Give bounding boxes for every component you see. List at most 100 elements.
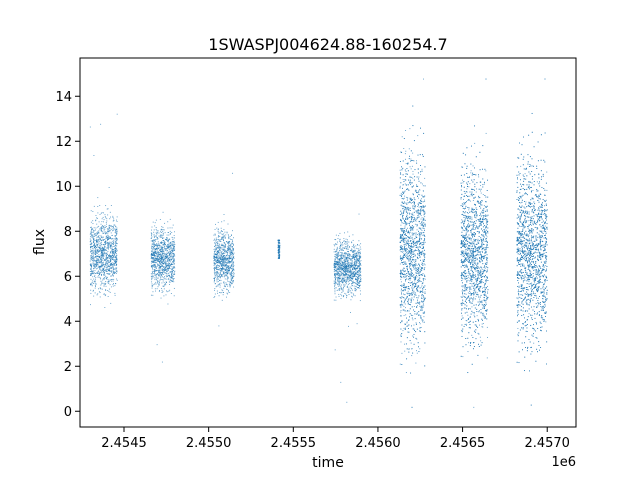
- data-point: [277, 246, 279, 248]
- data-point: [157, 244, 159, 246]
- data-point: [161, 260, 163, 262]
- data-point: [230, 261, 232, 263]
- data-point: [339, 274, 341, 276]
- data-point: [220, 230, 222, 232]
- data-point: [165, 255, 167, 257]
- data-point: [94, 264, 95, 266]
- data-point: [111, 275, 113, 277]
- data-point: [114, 260, 115, 262]
- data-point: [227, 293, 229, 295]
- data-point: [220, 263, 222, 265]
- data-point: [116, 216, 118, 218]
- data-point: [345, 273, 347, 275]
- data-point: [173, 231, 175, 233]
- data-point: [231, 252, 233, 254]
- data-point: [217, 281, 219, 283]
- data-point: [357, 264, 359, 266]
- data-point: [217, 253, 218, 255]
- data-point: [228, 262, 230, 263]
- data-point: [224, 250, 225, 252]
- data-point: [108, 261, 110, 263]
- data-point: [360, 271, 362, 273]
- data-point: [337, 284, 339, 286]
- data-point: [215, 247, 217, 248]
- data-point: [170, 271, 172, 273]
- data-point: [345, 246, 347, 248]
- data-point: [101, 252, 103, 254]
- data-point: [162, 241, 164, 243]
- season-points-5: [333, 213, 362, 403]
- data-point: [348, 289, 350, 291]
- data-point: [102, 264, 104, 265]
- data-point: [343, 265, 345, 267]
- data-point: [168, 259, 170, 261]
- data-point: [159, 263, 161, 265]
- data-point: [154, 222, 156, 224]
- data-point: [333, 251, 335, 253]
- data-point: [351, 288, 352, 290]
- data-point: [168, 277, 170, 279]
- data-point: [279, 255, 281, 256]
- data-point: [348, 291, 349, 293]
- data-point: [93, 295, 95, 297]
- data-point: [115, 283, 117, 285]
- data-point: [214, 293, 216, 295]
- data-point: [167, 269, 169, 271]
- data-point: [232, 258, 234, 260]
- data-point: [115, 278, 117, 280]
- data-point: [163, 260, 165, 262]
- data-point: [338, 252, 339, 254]
- data-point: [153, 258, 155, 260]
- data-point: [344, 276, 346, 278]
- data-point: [98, 268, 100, 270]
- data-point: [95, 233, 97, 235]
- data-point: [106, 247, 108, 249]
- data-point: [231, 246, 233, 248]
- data-point: [158, 258, 160, 260]
- data-point: [93, 244, 95, 246]
- data-point: [116, 238, 118, 239]
- data-point: [344, 270, 346, 272]
- data-point: [94, 256, 96, 258]
- data-point: [337, 277, 339, 279]
- data-point: [94, 245, 96, 246]
- data-point: [151, 253, 152, 255]
- data-point: [221, 274, 223, 276]
- data-point: [114, 235, 116, 236]
- data-point: [216, 256, 217, 257]
- data-point: [173, 247, 175, 249]
- data-point: [347, 251, 349, 253]
- data-point: [232, 281, 234, 283]
- data-point: [277, 250, 279, 252]
- data-point: [229, 251, 231, 253]
- data-point: [150, 262, 152, 264]
- data-point: [216, 253, 218, 255]
- data-point: [168, 272, 170, 274]
- data-point: [351, 248, 353, 250]
- data-point: [106, 232, 108, 234]
- data-point: [168, 239, 170, 241]
- data-point: [334, 277, 336, 279]
- data-point: [173, 278, 175, 279]
- data-point: [99, 247, 100, 249]
- data-point: [105, 261, 107, 263]
- data-point: [112, 220, 114, 222]
- data-point: [113, 269, 114, 271]
- data-point: [356, 263, 357, 265]
- data-point: [214, 275, 216, 277]
- data-point: [229, 270, 231, 272]
- data-point: [110, 257, 112, 258]
- data-point: [102, 249, 104, 251]
- data-point: [218, 258, 220, 260]
- data-point: [112, 269, 114, 271]
- data-point: [95, 219, 97, 221]
- data-point: [218, 245, 220, 247]
- data-point: [223, 248, 225, 250]
- data-point: [106, 236, 108, 238]
- data-point: [94, 246, 95, 248]
- data-point: [334, 267, 336, 269]
- data-point: [106, 258, 108, 259]
- data-point: [339, 247, 341, 248]
- data-point: [351, 272, 352, 274]
- data-point: [107, 268, 109, 270]
